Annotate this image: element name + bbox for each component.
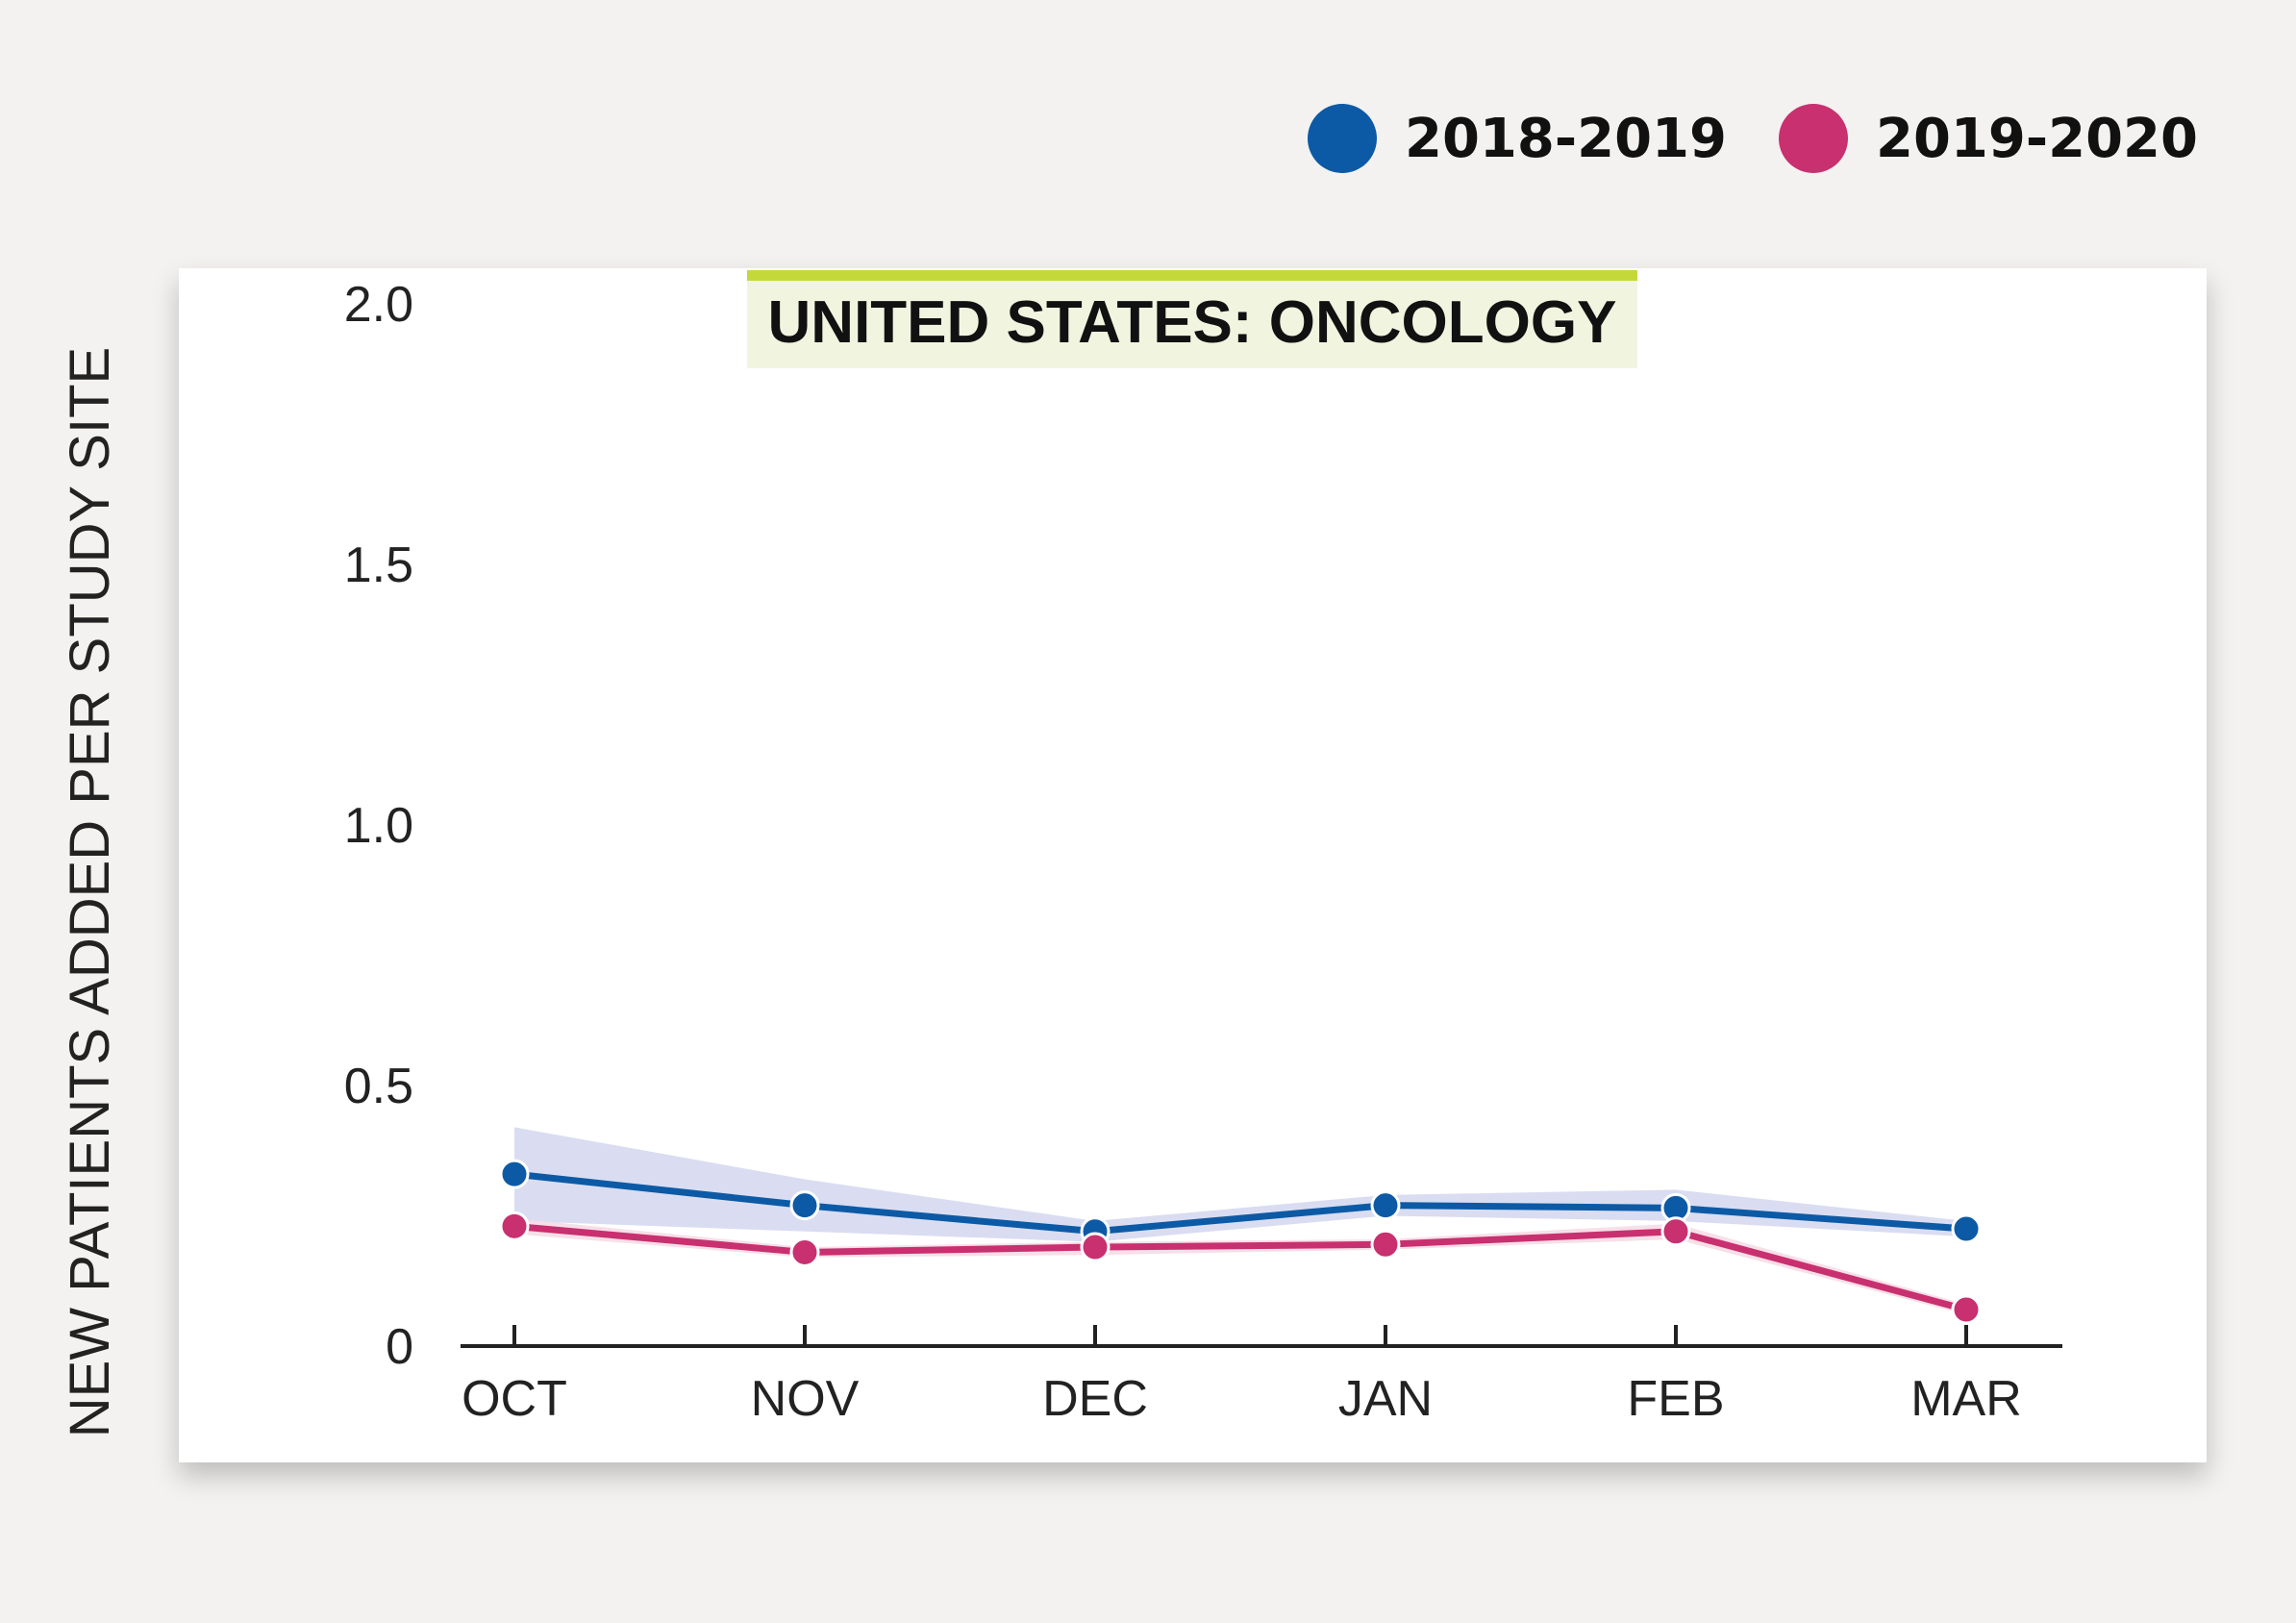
data-point-2018-2019-MAR xyxy=(1951,1213,1982,1244)
legend-label-2019-2020: 2019-2020 xyxy=(1876,108,2198,170)
axes xyxy=(461,1325,2062,1348)
series-line-2018-2019 xyxy=(511,1170,1970,1236)
legend-label-2018-2019: 2018-2019 xyxy=(1405,108,1727,170)
y-tick-label-2.0: 2.0 xyxy=(344,277,413,333)
x-tick-label-JAN: JAN xyxy=(1338,1371,1433,1427)
data-point-2019-2020-OCT xyxy=(499,1211,530,1241)
y-tick-label-0.5: 0.5 xyxy=(344,1059,413,1114)
x-tick-label-DEC: DEC xyxy=(1042,1371,1148,1427)
y-tick-label-0: 0 xyxy=(386,1319,413,1375)
series-line-2019-2020 xyxy=(511,1222,1970,1313)
data-point-2019-2020-JAN xyxy=(1370,1229,1401,1260)
x-tick-label-OCT: OCT xyxy=(462,1371,567,1427)
series-points xyxy=(499,1159,1982,1325)
legend-marker-2018-2019 xyxy=(1308,104,1377,173)
confidence-band-2019-2020 xyxy=(514,1218,1966,1315)
chart-card xyxy=(179,268,2207,1462)
x-tick-label-MAR: MAR xyxy=(1910,1371,2022,1427)
data-point-2018-2019-JAN xyxy=(1370,1190,1401,1221)
data-point-2019-2020-DEC xyxy=(1080,1232,1111,1262)
x-tick-label-FEB: FEB xyxy=(1627,1371,1724,1427)
y-tick-label-1.0: 1.0 xyxy=(344,798,413,854)
chart-title: UNITED STATES: ONCOLOGY xyxy=(747,270,1637,368)
data-point-2019-2020-NOV xyxy=(789,1236,820,1267)
y-tick-label-1.5: 1.5 xyxy=(344,537,413,593)
confidence-band-2018-2019 xyxy=(514,1127,1966,1242)
x-tick-label-NOV: NOV xyxy=(751,1371,860,1427)
legend-marker-2019-2020 xyxy=(1779,104,1848,173)
data-point-2019-2020-MAR xyxy=(1951,1294,1982,1325)
series-lines xyxy=(511,1170,1970,1313)
data-point-2018-2019-OCT xyxy=(499,1159,530,1189)
tick-labels: OCT NOV DEC JAN FEB MAR 0 0.5 1.0 1.5 2.0 xyxy=(344,277,2022,1427)
data-point-2018-2019-NOV xyxy=(789,1190,820,1221)
data-point-2019-2020-FEB xyxy=(1660,1216,1691,1247)
